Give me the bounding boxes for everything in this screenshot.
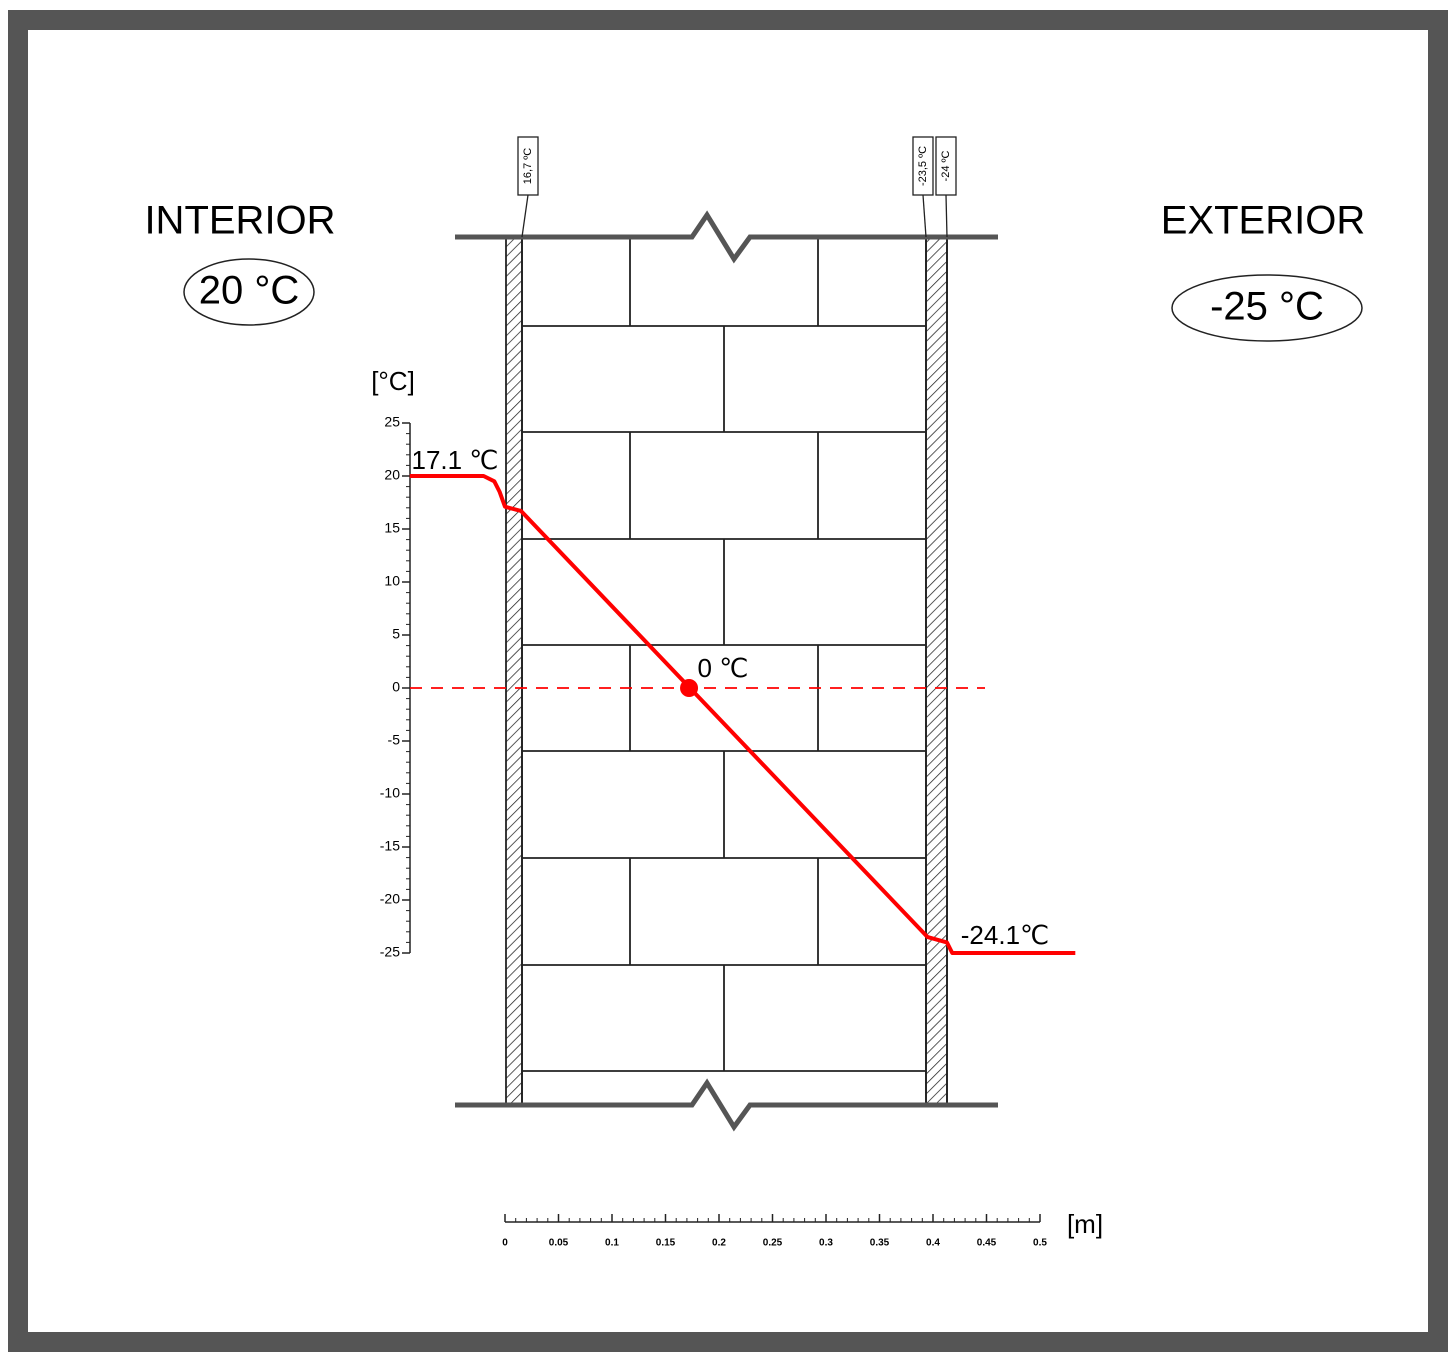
x-tick-label: 0.1 <box>605 1238 619 1249</box>
x-tick-label: 0.25 <box>763 1238 783 1249</box>
y-tick-label: -10 <box>380 785 400 801</box>
surface-label: 17.1 ℃ <box>411 445 498 475</box>
exterior-temp: -25 °C <box>1210 285 1324 329</box>
x-tick-label: 0.4 <box>926 1238 940 1249</box>
y-tick-label: -5 <box>388 732 401 748</box>
y-tick-label: -20 <box>380 891 400 907</box>
tag-label: 16,7 ºC <box>522 148 534 184</box>
exterior-label: EXTERIOR <box>1161 199 1365 243</box>
oval <box>1171 274 1363 342</box>
x-tick-label: 0.5 <box>1033 1238 1047 1249</box>
interior-label: INTERIOR <box>144 199 335 243</box>
y-tick-label: -15 <box>380 838 400 854</box>
y-tick-label: 15 <box>384 520 400 536</box>
wall <box>505 236 948 1106</box>
oval <box>183 258 315 326</box>
y-tick-label: 0 <box>392 679 400 695</box>
x-tick-label: 0.05 <box>549 1238 569 1249</box>
y-tick-label: 5 <box>392 626 400 642</box>
temperature-profile <box>409 474 1076 955</box>
x-tick-label: 0.2 <box>712 1238 726 1249</box>
y-tick-label: 10 <box>384 573 400 589</box>
y-unit: [°C] <box>371 366 415 396</box>
tag-label: -24 ºC <box>940 150 952 181</box>
break-lines <box>455 210 998 1132</box>
tags <box>517 136 957 238</box>
tag-label: -23,5 ºC <box>917 146 929 186</box>
x-unit: [m] <box>1067 1209 1103 1239</box>
x-tick-label: 0.35 <box>870 1238 890 1249</box>
zero-point <box>680 679 699 697</box>
x-tick-label: 0.3 <box>819 1238 833 1249</box>
y-tick-label: 25 <box>384 414 400 430</box>
surface-label: -24.1℃ <box>961 920 1049 950</box>
y-tick-label: 20 <box>384 467 400 483</box>
x-tick-label: 0.45 <box>977 1238 997 1249</box>
interior-temp: 20 °C <box>199 269 300 313</box>
x-tick-label: 0 <box>502 1238 508 1249</box>
zero-label: 0 ℃ <box>698 653 749 683</box>
y-tick-label: -25 <box>380 944 400 960</box>
x-tick-label: 0.15 <box>656 1238 676 1249</box>
